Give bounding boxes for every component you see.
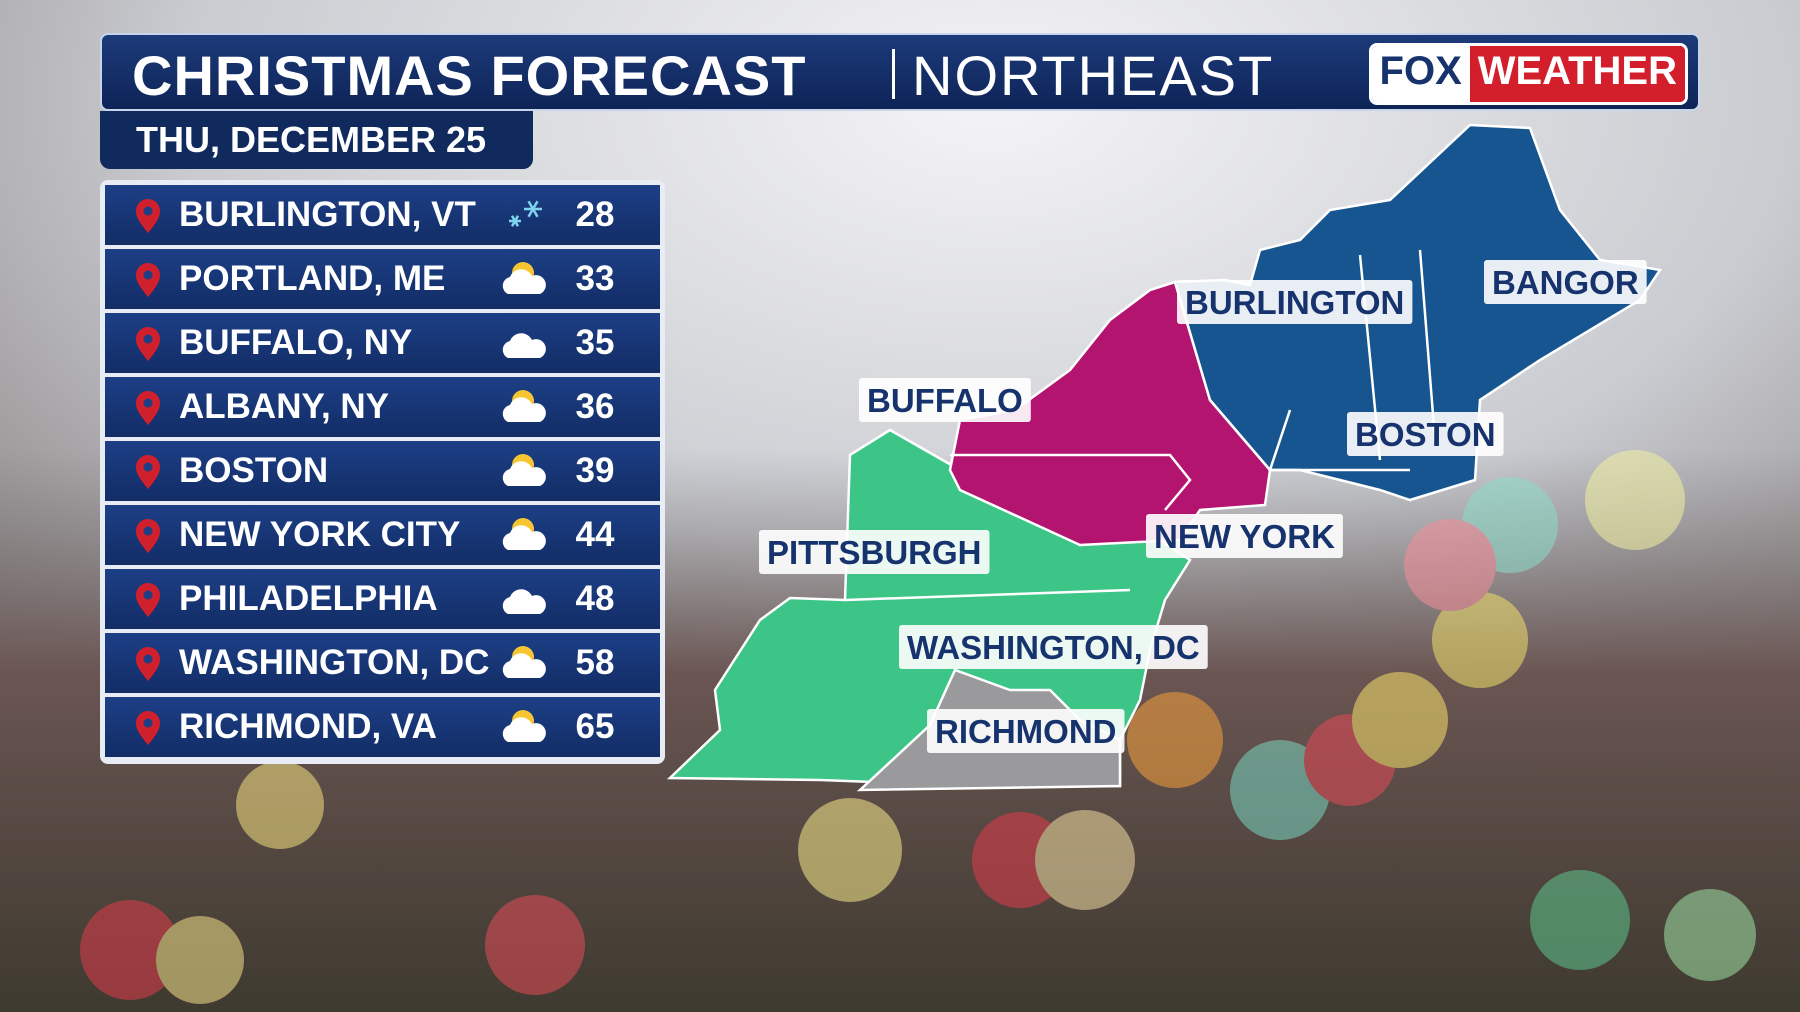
cloud-icon: [502, 333, 546, 358]
logo-fox: FOX: [1371, 46, 1470, 102]
city-name: NEW YORK CITY: [179, 515, 461, 554]
temperature: 58: [575, 643, 615, 682]
pin-icon: [136, 391, 160, 425]
row-icons: [136, 710, 546, 745]
pin-hole: [143, 398, 153, 408]
city-name: RICHMOND, VA: [179, 707, 437, 746]
map-label: BURLINGTON: [1185, 284, 1404, 321]
city-name: BOSTON: [179, 451, 329, 490]
map-label-bg: [899, 625, 1208, 669]
pin-icon: [136, 199, 160, 233]
city-name: PHILADELPHIA: [179, 579, 438, 618]
city-name: BURLINGTON, VT: [179, 195, 476, 234]
pin-hole: [143, 206, 153, 216]
temperature: 44: [575, 515, 615, 554]
map-label: NEW YORK: [1154, 518, 1335, 555]
temperature: 36: [575, 387, 615, 426]
pin-hole: [143, 718, 153, 728]
city-name: PORTLAND, ME: [179, 259, 446, 298]
pin-hole: [143, 526, 153, 536]
logo-weather: WEATHER: [1469, 46, 1685, 102]
pin-hole: [143, 654, 153, 664]
map-label-bg: [927, 709, 1125, 753]
row-icons: [136, 454, 546, 489]
forecast-row: BOSTON 39: [105, 441, 660, 501]
separator: [892, 49, 895, 99]
temperature: 28: [575, 195, 615, 234]
forecast-row: ALBANY, NY 36: [105, 377, 660, 437]
forecast-row: RICHMOND, VA 65: [105, 697, 660, 757]
cloud-icon: [502, 269, 546, 294]
pin-hole: [143, 270, 153, 280]
row-icons: [136, 583, 546, 617]
map-label-bg: [859, 378, 1031, 422]
forecast-table: BURLINGTON, VT 28 PORTLAND, ME 33 BUFFALO, N…: [100, 180, 665, 764]
cloud-icon: [502, 717, 546, 742]
map-label: RICHMOND: [935, 713, 1116, 750]
forecast-row: WASHINGTON, DC 58: [105, 633, 660, 693]
forecast-row: BURLINGTON, VT 28: [105, 185, 660, 245]
cloud-icon: [502, 589, 546, 614]
bokeh: [80, 450, 1756, 1004]
cloud-icon: [502, 397, 546, 422]
temperature: 65: [575, 707, 615, 746]
pin-icon: [136, 711, 160, 745]
map-label: BANGOR: [1492, 264, 1639, 301]
map-label: PITTSBURGH: [767, 534, 982, 571]
temperature: 35: [575, 323, 615, 362]
pin-icon: [136, 647, 160, 681]
pin-hole: [143, 590, 153, 600]
map-label-bg: [759, 530, 990, 574]
row-icons: [136, 646, 546, 681]
temperature: 48: [575, 579, 615, 618]
temperature: 39: [575, 451, 615, 490]
row-icons: [136, 518, 546, 553]
pin-icon: [136, 455, 160, 489]
pin-hole: [143, 334, 153, 344]
cloud-icon: [502, 653, 546, 678]
pin-icon: [136, 263, 160, 297]
row-icons: [136, 262, 546, 297]
map-label-bg: [1177, 280, 1413, 324]
region: NORTHEAST: [912, 44, 1275, 107]
logo: FOX WEATHER: [1368, 43, 1688, 105]
map-label: BUFFALO: [867, 382, 1023, 419]
forecast-row: NEW YORK CITY 44: [105, 505, 660, 565]
pin-hole: [143, 462, 153, 472]
snow-icon: [510, 215, 520, 227]
row-icons: [136, 327, 546, 361]
map-label: BOSTON: [1355, 416, 1496, 453]
city-name: BUFFALO, NY: [179, 323, 413, 362]
row-icons: [136, 199, 542, 233]
city-name: ALBANY, NY: [179, 387, 390, 426]
cloud-icon: [502, 461, 546, 486]
forecast-row: PHILADELPHIA 48: [105, 569, 660, 629]
pin-icon: [136, 327, 160, 361]
map-label-bg: [1347, 412, 1504, 456]
cloud-icon: [502, 525, 546, 550]
title: CHRISTMAS FORECAST: [132, 44, 807, 107]
pin-icon: [136, 519, 160, 553]
city-name: WASHINGTON, DC: [179, 643, 490, 682]
map-label-bg: [1146, 514, 1343, 558]
pin-icon: [136, 583, 160, 617]
snow-icon: [527, 200, 539, 218]
map-label-bg: [1484, 260, 1647, 304]
forecast-row: BUFFALO, NY 35: [105, 313, 660, 373]
title-bar: CHRISTMAS FORECAST NORTHEAST FOX WEATHER: [100, 33, 1700, 111]
map-label: WASHINGTON, DC: [907, 629, 1200, 666]
date-tab: THU, DECEMBER 25: [100, 111, 533, 169]
temperature: 33: [575, 259, 615, 298]
forecast-row: PORTLAND, ME 33: [105, 249, 660, 309]
row-icons: [136, 390, 546, 425]
